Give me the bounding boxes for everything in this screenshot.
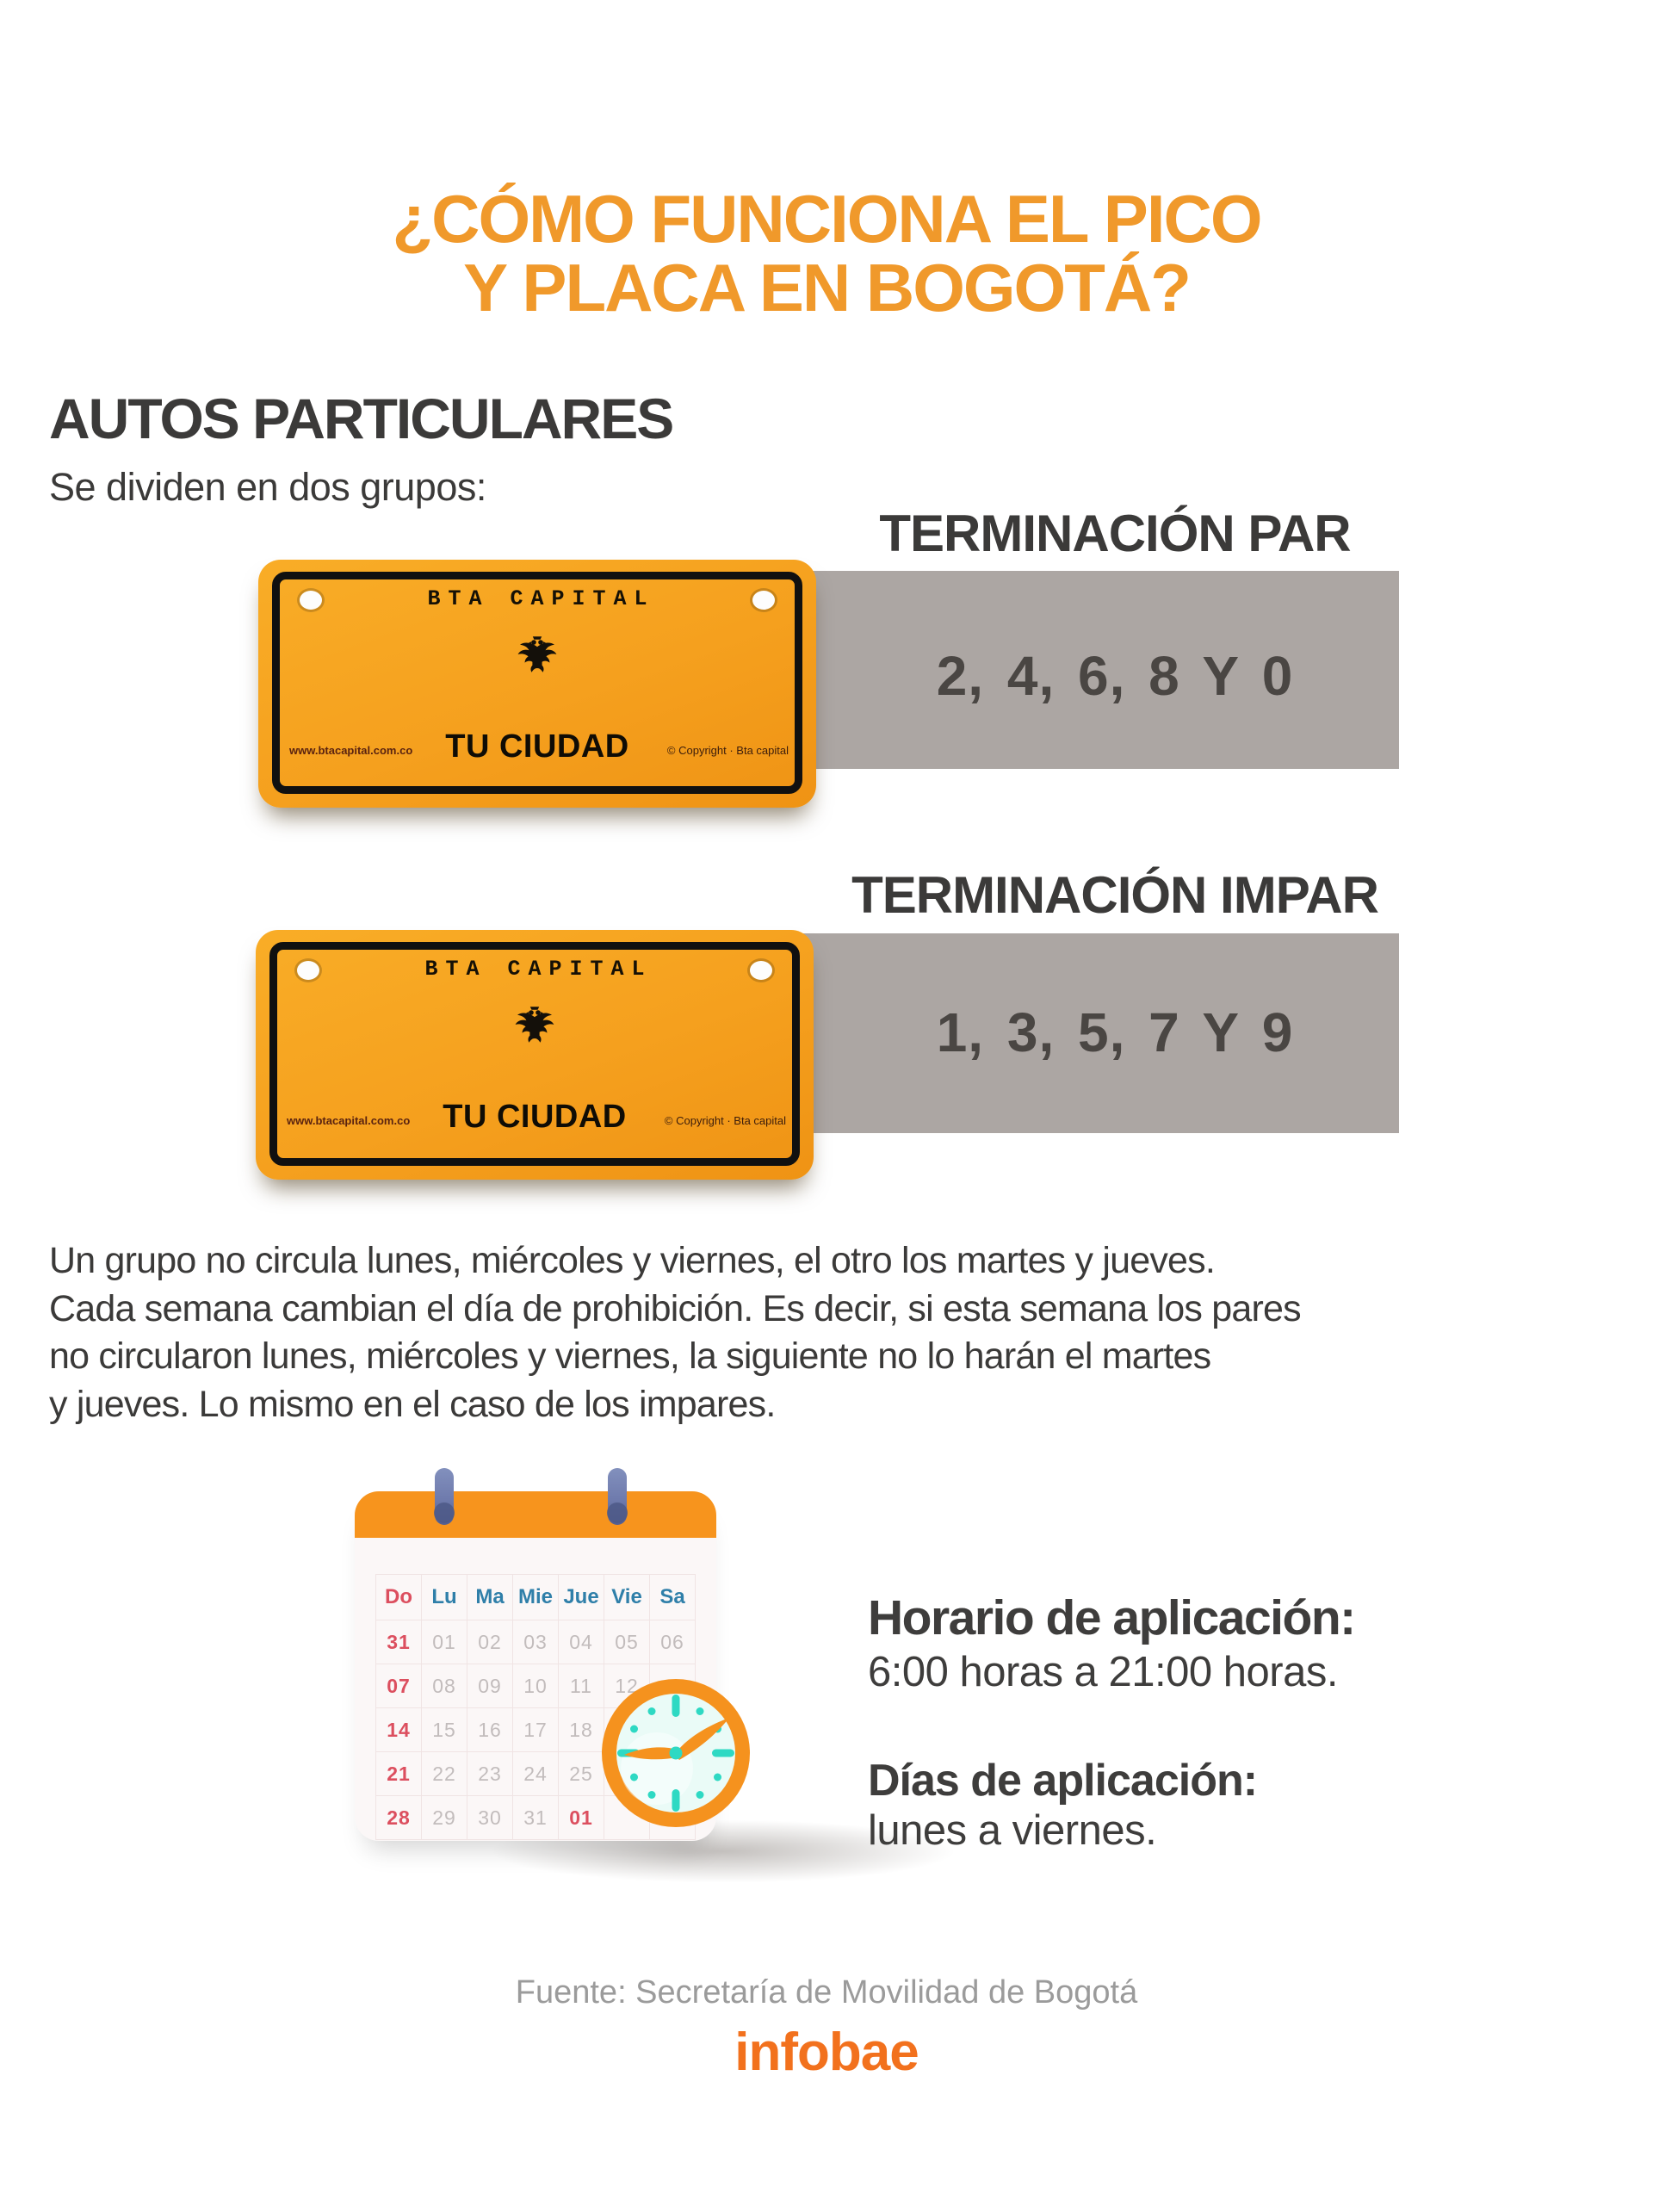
- calendar-cell: 01: [421, 1620, 467, 1664]
- clock-icon: [602, 1679, 750, 1827]
- plate-website: www.btacapital.com.co: [289, 744, 413, 757]
- calendar-ring-icon: [434, 1468, 455, 1525]
- calendar-cell: 31: [512, 1795, 559, 1840]
- calendar-cell: 05: [604, 1620, 650, 1664]
- hours-value: 6:00 horas a 21:00 horas.: [868, 1649, 1338, 1695]
- calendar-cell: 15: [421, 1707, 467, 1752]
- license-plate-even: BTA CAPITAL TU CIUDAD www.btacapital.com…: [258, 560, 816, 808]
- calendar-cell: 23: [467, 1751, 513, 1796]
- calendar-day-header: Jue: [558, 1574, 604, 1620]
- calendar-cell: 28: [375, 1795, 422, 1840]
- bogota-eagle-emblem-icon: [515, 1007, 554, 1043]
- calendar-cell: 03: [512, 1620, 559, 1664]
- plate-top-text: BTA CAPITAL: [424, 957, 653, 982]
- calendar-cell: 31: [375, 1620, 422, 1664]
- calendar-cell: 10: [512, 1664, 559, 1708]
- calendar-day-header: Sa: [649, 1574, 696, 1620]
- calendar-table: Do Lu Ma Mie Jue Vie Sa 31 01 02 03 04 0…: [375, 1574, 696, 1840]
- calendar-cell: 01: [558, 1795, 604, 1840]
- plate-website: www.btacapital.com.co: [287, 1114, 411, 1127]
- license-plate-odd: BTA CAPITAL TU CIUDAD www.btacapital.com…: [256, 930, 814, 1180]
- hours-label: Horario de aplicación:: [868, 1590, 1356, 1645]
- group-odd-numbers: 1, 3, 5, 7 Y 9: [936, 1001, 1294, 1063]
- explanation-paragraph: Un grupo no circula lunes, miércoles y v…: [49, 1237, 1427, 1428]
- section-subheading: Se dividen en dos grupos:: [49, 465, 486, 509]
- calendar-cell: 06: [649, 1620, 696, 1664]
- calendar-cell: 04: [558, 1620, 604, 1664]
- paragraph-line: y jueves. Lo mismo en el caso de los imp…: [49, 1383, 776, 1425]
- group-even-numbers: 2, 4, 6, 8 Y 0: [936, 645, 1294, 707]
- plate-bottom-text: TU CIUDAD: [445, 728, 629, 765]
- clock-hour-hand: [624, 1747, 678, 1760]
- plate-frame: [272, 572, 802, 794]
- plate-hole-left: [300, 591, 322, 610]
- calendar-day-header: Mie: [512, 1574, 559, 1620]
- calendar-cell: 30: [467, 1795, 513, 1840]
- plate-frame: [269, 942, 800, 1166]
- calendar-cell: 11: [558, 1664, 604, 1708]
- days-value: lunes a viernes.: [868, 1807, 1157, 1854]
- group-even-label: TERMINACIÓN PAR: [879, 505, 1351, 562]
- days-label: Días de aplicación:: [868, 1756, 1258, 1806]
- calendar-cell: 02: [467, 1620, 513, 1664]
- clock-minute-hand: [674, 1718, 729, 1760]
- paragraph-line: Un grupo no circula lunes, miércoles y v…: [49, 1240, 1216, 1281]
- calendar-day-header: Lu: [421, 1574, 467, 1620]
- paragraph-line: Cada semana cambian el día de prohibició…: [49, 1287, 1302, 1329]
- infobae-logo: infobae: [734, 2023, 919, 2082]
- calendar-day-header: Do: [375, 1574, 422, 1620]
- plate-top-text: BTA CAPITAL: [427, 586, 655, 611]
- calendar-cell: 29: [421, 1795, 467, 1840]
- source-attribution: Fuente: Secretaría de Movilidad de Bogot…: [515, 1974, 1138, 2011]
- plate-hole-right: [750, 961, 772, 980]
- calendar-cell: 14: [375, 1707, 422, 1752]
- plate-copyright: © Copyright · Bta capital: [666, 744, 789, 757]
- calendar-cell: 17: [512, 1707, 559, 1752]
- calendar-cell: 16: [467, 1707, 513, 1752]
- calendar-cell: 24: [512, 1751, 559, 1796]
- section-heading: AUTOS PARTICULARES: [49, 387, 674, 450]
- group-odd-label: TERMINACIÓN IMPAR: [851, 866, 1379, 924]
- bogota-eagle-emblem-icon: [517, 636, 557, 672]
- calendar-cell: 22: [421, 1751, 467, 1796]
- calendar-cell: 09: [467, 1664, 513, 1708]
- plate-hole-right: [752, 591, 775, 610]
- calendar-header-row: Do Lu Ma Mie Jue Vie Sa: [375, 1574, 696, 1620]
- plate-copyright: © Copyright · Bta capital: [664, 1114, 786, 1127]
- calendar-cell: 18: [558, 1707, 604, 1752]
- page-title: ¿CÓMO FUNCIONA EL PICO Y PLACA EN BOGOTÁ…: [0, 184, 1653, 322]
- calendar-cell: 08: [421, 1664, 467, 1708]
- calendar-week-row: 31 01 02 03 04 05 06: [375, 1620, 696, 1664]
- calendar-day-header: Vie: [604, 1574, 650, 1620]
- calendar-ring-icon: [607, 1468, 628, 1525]
- plate-bottom-text: TU CIUDAD: [443, 1099, 627, 1135]
- calendar-cell: 07: [375, 1664, 422, 1708]
- paragraph-line: no circularon lunes, miércoles y viernes…: [49, 1335, 1211, 1377]
- page-title-line2: Y PLACA EN BOGOTÁ?: [463, 250, 1192, 325]
- calendar-cell: 25: [558, 1751, 604, 1796]
- calendar-day-header: Ma: [467, 1574, 513, 1620]
- plate-hole-left: [297, 961, 319, 980]
- calendar-header-band: [355, 1491, 716, 1538]
- page-title-line1: ¿CÓMO FUNCIONA EL PICO: [392, 181, 1263, 257]
- calendar-cell: 21: [375, 1751, 422, 1796]
